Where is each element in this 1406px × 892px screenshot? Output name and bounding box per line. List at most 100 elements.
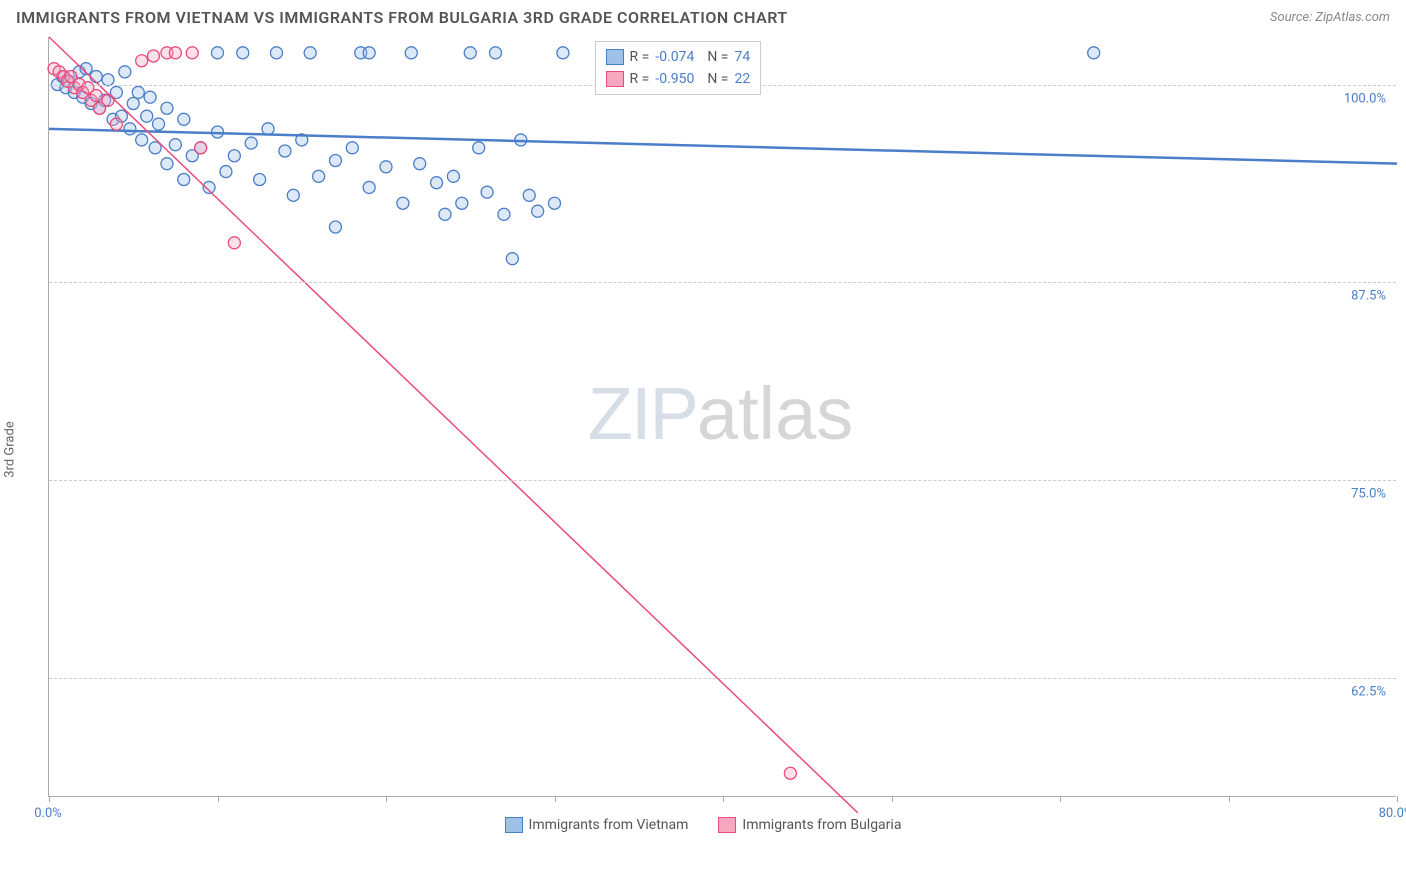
legend-row: R = -0.950 N = 22: [606, 68, 751, 90]
data-point: [132, 86, 144, 98]
x-tick-label: 0.0%: [34, 806, 62, 821]
data-point: [532, 205, 544, 217]
data-point: [220, 166, 232, 178]
data-point: [405, 47, 417, 59]
legend-r-value: -0.074: [655, 46, 694, 68]
chart-container: 3rd Grade 62.5%75.0%87.5%100.0%ZIPatlasR…: [0, 37, 1406, 847]
data-point: [110, 118, 122, 130]
data-point: [124, 123, 136, 135]
data-point: [304, 47, 316, 59]
x-tick: [1060, 796, 1061, 802]
data-point: [523, 189, 535, 201]
data-point: [127, 98, 139, 110]
data-point: [147, 50, 159, 62]
y-tick-label: 100.0%: [1344, 91, 1386, 106]
data-point: [431, 177, 443, 189]
data-point: [549, 197, 561, 209]
x-tick: [555, 796, 556, 802]
gridline-h: [49, 678, 1396, 679]
data-point: [363, 47, 375, 59]
y-tick-label: 87.5%: [1351, 289, 1386, 304]
plot-area: 62.5%75.0%87.5%100.0%ZIPatlasR = -0.074 …: [48, 37, 1396, 797]
x-tick: [1229, 796, 1230, 802]
data-point: [329, 155, 341, 167]
data-point: [270, 47, 282, 59]
legend-bottom: Immigrants from Vietnam Immigrants from B…: [0, 817, 1406, 833]
data-point: [279, 145, 291, 157]
legend-top: R = -0.074 N = 74R = -0.950 N = 22: [595, 41, 762, 95]
x-tick: [386, 796, 387, 802]
x-tick: [49, 796, 50, 802]
data-point: [287, 189, 299, 201]
data-point: [254, 174, 266, 186]
legend-n-value: 74: [734, 46, 750, 68]
data-point: [313, 170, 325, 182]
data-point: [506, 253, 518, 265]
y-tick-label: 62.5%: [1351, 685, 1386, 700]
data-point: [178, 113, 190, 125]
data-point: [464, 47, 476, 59]
legend-r-label: R =: [630, 46, 650, 68]
data-point: [481, 186, 493, 198]
data-point: [498, 208, 510, 220]
data-point: [102, 94, 114, 106]
legend-label: Immigrants from Vietnam: [529, 817, 689, 833]
data-point: [414, 158, 426, 170]
data-point: [90, 90, 102, 102]
legend-bottom-item: Immigrants from Vietnam: [505, 817, 689, 833]
regression-line: [49, 37, 858, 813]
data-point: [557, 47, 569, 59]
data-point: [346, 142, 358, 154]
legend-r-value: -0.950: [655, 68, 694, 90]
gridline-h: [49, 282, 1396, 283]
y-axis-label: 3rd Grade: [3, 421, 18, 477]
chart-title: IMMIGRANTS FROM VIETNAM VS IMMIGRANTS FR…: [16, 8, 788, 27]
data-point: [161, 158, 173, 170]
data-point: [141, 110, 153, 122]
x-tick: [1397, 796, 1398, 802]
x-tick: [892, 796, 893, 802]
data-point: [237, 47, 249, 59]
legend-n-label: N =: [700, 46, 728, 68]
data-point: [228, 150, 240, 162]
data-point: [1088, 47, 1100, 59]
data-point: [329, 221, 341, 233]
data-point: [136, 55, 148, 67]
data-point: [456, 197, 468, 209]
legend-row: R = -0.074 N = 74: [606, 46, 751, 68]
data-point: [245, 137, 257, 149]
data-point: [212, 47, 224, 59]
data-point: [178, 174, 190, 186]
data-point: [490, 47, 502, 59]
x-tick: [723, 796, 724, 802]
x-tick: [218, 796, 219, 802]
legend-r-label: R =: [630, 68, 650, 90]
data-point: [144, 91, 156, 103]
data-point: [262, 123, 274, 135]
data-point: [161, 102, 173, 114]
legend-n-label: N =: [700, 68, 728, 90]
data-point: [228, 237, 240, 249]
data-point: [363, 181, 375, 193]
data-point: [90, 71, 102, 83]
x-tick-label: 80.0%: [1379, 806, 1406, 821]
data-point: [186, 47, 198, 59]
data-point: [397, 197, 409, 209]
gridline-h: [49, 480, 1396, 481]
legend-label: Immigrants from Bulgaria: [742, 817, 901, 833]
data-point: [169, 47, 181, 59]
chart-header: IMMIGRANTS FROM VIETNAM VS IMMIGRANTS FR…: [0, 0, 1406, 37]
data-point: [439, 208, 451, 220]
y-tick-label: 75.0%: [1351, 487, 1386, 502]
legend-n-value: 22: [734, 68, 750, 90]
legend-swatch: [606, 71, 624, 87]
data-point: [473, 142, 485, 154]
data-point: [784, 767, 796, 779]
data-point: [447, 170, 459, 182]
legend-bottom-item: Immigrants from Bulgaria: [718, 817, 901, 833]
data-point: [136, 134, 148, 146]
data-point: [169, 139, 181, 151]
legend-swatch: [505, 817, 523, 833]
chart-source: Source: ZipAtlas.com: [1270, 10, 1390, 25]
data-point: [380, 161, 392, 173]
